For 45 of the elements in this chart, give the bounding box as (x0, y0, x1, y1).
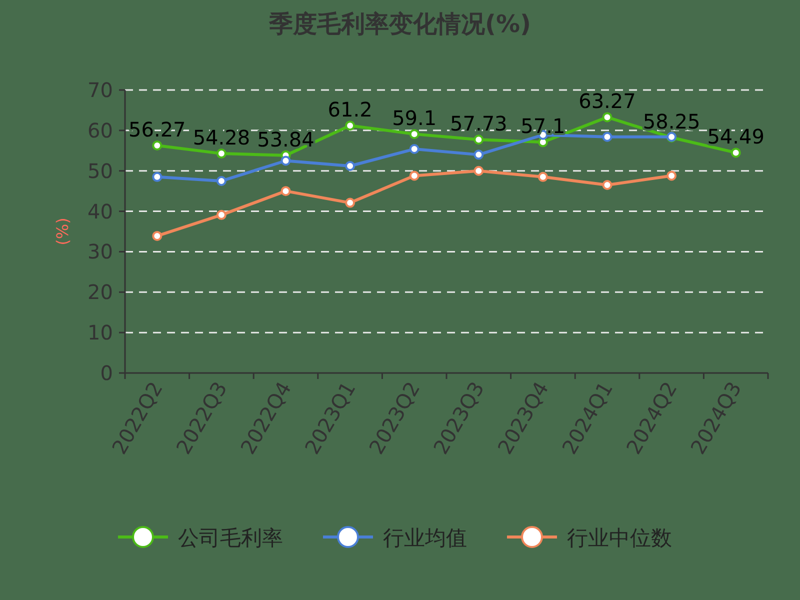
point (602, 112, 612, 122)
point (216, 210, 226, 220)
point (280, 186, 291, 196)
point (345, 161, 356, 172)
point (730, 148, 741, 158)
point (280, 156, 291, 166)
point (409, 170, 420, 181)
y-tick-label: 50 (88, 158, 113, 183)
data-label: 63.27 (578, 89, 636, 114)
legend-label: 行业中位数 (567, 526, 672, 550)
point (474, 150, 484, 160)
point (602, 180, 612, 190)
point (216, 148, 226, 159)
legend-label: 行业均值 (383, 526, 467, 550)
point (602, 132, 612, 142)
data-label: 53.84 (257, 127, 314, 152)
data-label: 61.2 (328, 98, 372, 122)
data-label: 56.27 (128, 118, 186, 142)
y-tick-label: 40 (88, 199, 113, 224)
data-label: 58.25 (642, 110, 700, 134)
point (152, 140, 162, 151)
y-tick-label: 20 (88, 280, 113, 304)
legend-label: 公司毛利率 (178, 526, 283, 550)
y-axis-title: (%) (53, 218, 72, 246)
point (474, 166, 484, 176)
y-tick-label: 70 (88, 78, 113, 102)
y-tick-label: 30 (88, 240, 113, 264)
point (216, 176, 226, 186)
point (345, 198, 356, 208)
point (538, 172, 548, 182)
chart-title: 季度毛利率变化情况(%) (268, 10, 531, 38)
point (345, 120, 356, 131)
point (409, 144, 420, 154)
point (474, 134, 484, 145)
y-tick-label: 10 (88, 320, 113, 345)
y-tick-label: 0 (100, 361, 113, 385)
point (666, 170, 677, 181)
y-tick-label: 60 (88, 118, 113, 142)
data-label: 57.73 (450, 112, 508, 136)
point (152, 230, 162, 241)
data-label: 59.1 (392, 106, 437, 130)
point (152, 172, 162, 182)
data-label: 54.49 (707, 124, 764, 149)
data-label: 54.28 (192, 126, 250, 150)
point (409, 129, 420, 140)
